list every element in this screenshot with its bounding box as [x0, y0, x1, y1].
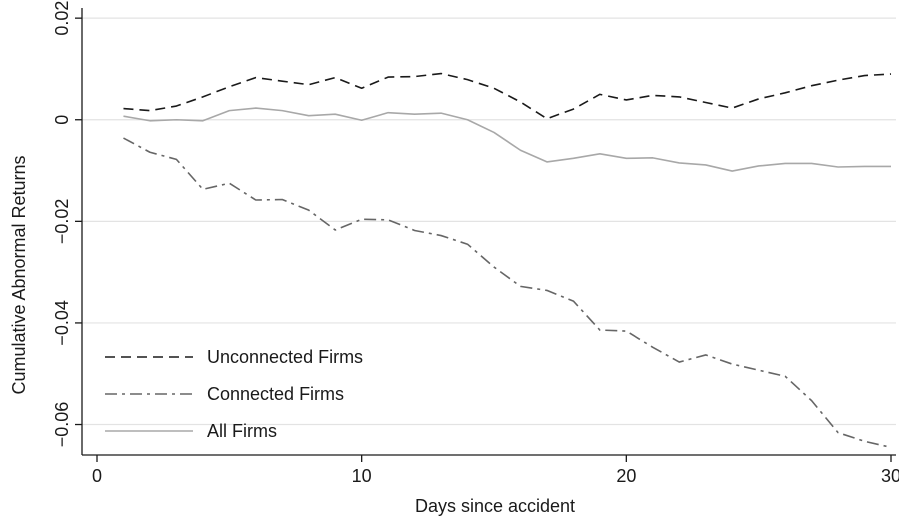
x-tick-label: 0: [92, 466, 102, 486]
series-line-0: [123, 72, 892, 120]
series-line-2: [123, 107, 891, 172]
legend: Unconnected Firms Connected Firms All Firm…: [105, 347, 363, 441]
x-tick-label: 10: [352, 466, 372, 486]
y-tick-label: −0.04: [52, 300, 72, 346]
x-tick-label: 20: [616, 466, 636, 486]
x-tick-label: 30: [881, 466, 899, 486]
series-line-1: [123, 137, 892, 449]
y-axis-title: Cumulative Abnormal Returns: [9, 155, 29, 394]
axes: 0.02 0 −0.02 −0.04 −0.06 0 10 20 30: [52, 1, 899, 486]
x-axis-title: Days since accident: [415, 496, 575, 516]
y-tick-label: −0.02: [52, 199, 72, 245]
plot-lines: [123, 72, 892, 449]
legend-label: Unconnected Firms: [207, 347, 363, 367]
y-tick-label: −0.06: [52, 402, 72, 448]
y-tick-label: 0: [52, 115, 72, 125]
legend-label: Connected Firms: [207, 384, 344, 404]
y-tick-label: 0.02: [52, 1, 72, 36]
legend-label: All Firms: [207, 421, 277, 441]
gridlines: [82, 17, 896, 426]
